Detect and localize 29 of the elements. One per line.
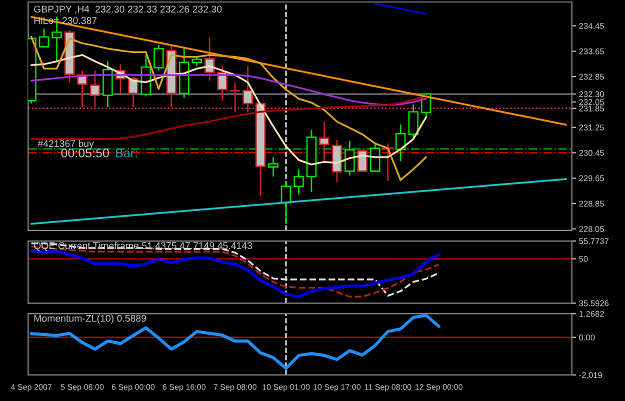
y-tick-label: 228.05 bbox=[579, 226, 604, 232]
y-tick-label: 55.7737 bbox=[579, 238, 609, 244]
y-tick-label: 231.85 bbox=[579, 106, 604, 112]
x-tick-label: 12 Sep 00:00 bbox=[415, 384, 462, 392]
y-tick-label: 35.5926 bbox=[579, 300, 609, 306]
y-tick-label: 0.00 bbox=[579, 334, 595, 340]
x-tick-label: 6 Sep 16:00 bbox=[162, 384, 206, 392]
x-tick-label: 10 Sep 17:00 bbox=[314, 384, 361, 392]
x-tick-label: 5 Sep 08:00 bbox=[60, 384, 104, 392]
x-tick-label: 6 Sep 00:00 bbox=[112, 384, 155, 392]
y-tick-label: 233.65 bbox=[579, 48, 604, 54]
y-tick-label: 234.45 bbox=[579, 23, 604, 29]
y-tick-label: 231.25 bbox=[579, 124, 604, 130]
chart-title: Momentum-ZL(10) 0.5889 bbox=[34, 314, 146, 324]
y-tick-label: 228.85 bbox=[579, 200, 604, 207]
y-tick-label: 229.65 bbox=[579, 175, 604, 182]
y-tick-label: 1.2682 bbox=[579, 310, 604, 317]
ref-line-label: #421367 buy bbox=[38, 140, 94, 149]
x-tick-label: 10 Sep 01:00 bbox=[262, 384, 310, 392]
y-tick-label: 232.30 bbox=[579, 91, 604, 98]
y-tick-label: -2.019 bbox=[579, 372, 602, 378]
y-tick-label: 230.45 bbox=[579, 150, 604, 156]
x-tick-label: 11 Sep 08:00 bbox=[364, 384, 412, 392]
chart-title: GBPJPY ,H4 232.30 232.33 232.26 232.30 bbox=[34, 6, 222, 14]
y-tick-label: 232.85 bbox=[579, 74, 604, 80]
x-tick-label: 7 Sep 08:00 bbox=[214, 384, 256, 392]
y-tick-label: 50 bbox=[579, 256, 588, 262]
y-tick-label: 232.05 bbox=[579, 99, 604, 106]
x-tick-label: 4 Sep 2007 bbox=[10, 384, 52, 392]
